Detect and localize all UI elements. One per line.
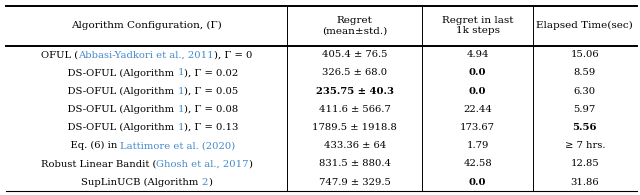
Text: 173.67: 173.67 [460,123,495,132]
Text: 433.36 ± 64: 433.36 ± 64 [324,141,386,150]
Text: Elapsed Time(sec): Elapsed Time(sec) [536,21,633,30]
Text: DS-OFUL (Algorithm: DS-OFUL (Algorithm [55,123,177,132]
Text: Ghosh et al., 2017: Ghosh et al., 2017 [156,159,248,168]
Text: 1: 1 [177,123,184,132]
Text: 22.44: 22.44 [463,105,492,114]
Text: 326.5 ± 68.0: 326.5 ± 68.0 [322,68,387,77]
Text: ), Γ = 0: ), Γ = 0 [214,50,252,59]
Text: 42.58: 42.58 [463,159,492,168]
Text: 15.06: 15.06 [570,50,599,59]
Text: Robust Linear Bandit (: Robust Linear Bandit ( [41,159,156,168]
Text: 5.97: 5.97 [573,105,596,114]
Text: 0.0: 0.0 [469,177,486,186]
Text: 405.4 ± 76.5: 405.4 ± 76.5 [322,50,387,59]
Text: Regret in last
1k steps: Regret in last 1k steps [442,16,513,35]
Text: 4.94: 4.94 [467,50,489,59]
Text: Eq. (6) in: Eq. (6) in [58,141,120,150]
Text: 6.30: 6.30 [573,87,596,96]
Text: 12.85: 12.85 [570,159,599,168]
Text: ): ) [248,159,253,168]
Text: Abbasi-Yadkori et al., 2011: Abbasi-Yadkori et al., 2011 [78,50,214,59]
Text: 1: 1 [177,68,184,77]
Text: ≥ 7 hrs.: ≥ 7 hrs. [564,141,605,150]
Text: 5.56: 5.56 [573,123,597,132]
Text: 0.0: 0.0 [469,68,486,77]
Text: ), Γ = 0.05: ), Γ = 0.05 [184,87,238,96]
Text: Regret
(mean±std.): Regret (mean±std.) [322,16,387,35]
Text: 8.59: 8.59 [573,68,596,77]
Text: SupLinUCB (Algorithm: SupLinUCB (Algorithm [81,177,202,187]
Text: Lattimore et al. (2020): Lattimore et al. (2020) [120,141,236,150]
Text: 31.86: 31.86 [570,177,599,186]
Text: ), Γ = 0.13: ), Γ = 0.13 [184,123,238,132]
Text: DS-OFUL (Algorithm: DS-OFUL (Algorithm [55,68,177,77]
Text: 1: 1 [177,105,184,114]
Text: 1: 1 [177,87,184,96]
Text: ): ) [208,177,212,186]
Text: 235.75 ± 40.3: 235.75 ± 40.3 [316,87,394,96]
Text: 1789.5 ± 1918.8: 1789.5 ± 1918.8 [312,123,397,132]
Text: 747.9 ± 329.5: 747.9 ± 329.5 [319,177,390,186]
Text: Algorithm Configuration, (Γ): Algorithm Configuration, (Γ) [71,21,222,30]
Text: 411.6 ± 566.7: 411.6 ± 566.7 [319,105,390,114]
Text: DS-OFUL (Algorithm: DS-OFUL (Algorithm [55,87,177,96]
Text: 1.79: 1.79 [467,141,489,150]
Text: ), Γ = 0.02: ), Γ = 0.02 [184,68,238,77]
Text: DS-OFUL (Algorithm: DS-OFUL (Algorithm [55,105,177,114]
Text: 831.5 ± 880.4: 831.5 ± 880.4 [319,159,390,168]
Text: OFUL (: OFUL ( [41,50,78,59]
Text: 0.0: 0.0 [469,87,486,96]
Text: 2: 2 [202,177,208,186]
Text: ), Γ = 0.08: ), Γ = 0.08 [184,105,238,114]
